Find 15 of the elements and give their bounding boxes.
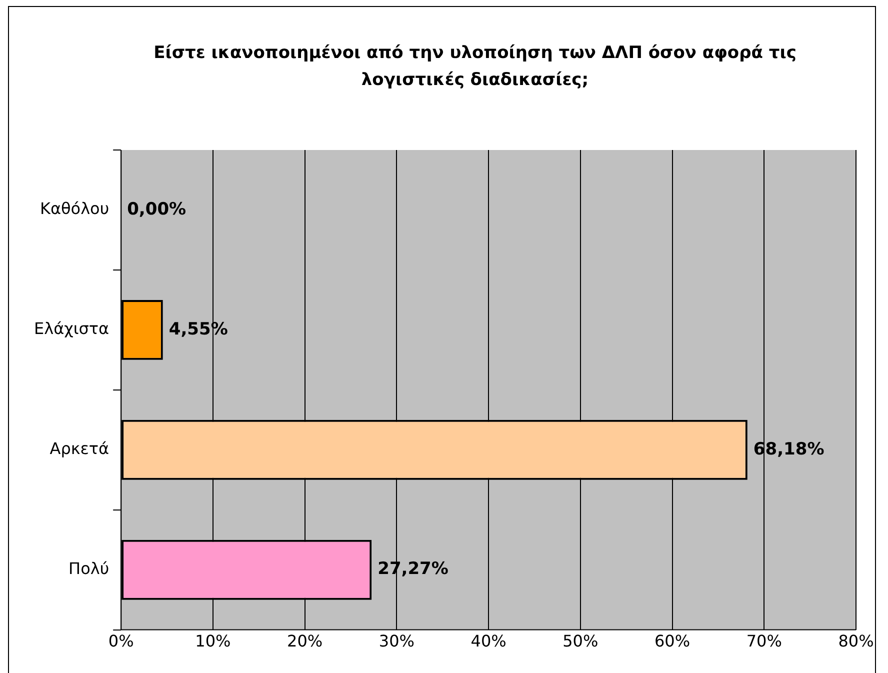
y-tick-label: Καθόλου [40, 199, 110, 218]
y-tick-label: Πολύ [68, 558, 110, 578]
x-tick-label: 10% [195, 632, 231, 651]
y-tick-label: Αρκετά [50, 439, 110, 458]
x-tick-label: 40% [470, 632, 506, 651]
x-tick-label: 60% [654, 632, 690, 651]
x-tick-label: 30% [378, 632, 414, 651]
x-tick-label: 80% [838, 632, 874, 651]
x-tick-label: 0% [108, 632, 134, 651]
x-tick-label: 70% [746, 632, 782, 651]
x-tick-label: 20% [287, 632, 323, 651]
chart-title: Είστε ικανοποιημένοι από την υλοποίηση των ΔΛΠ όσον αφορά τις λογιστικές διαδικασίες; [152, 42, 798, 92]
x-tick-label: 50% [562, 632, 598, 651]
data-label: 0,00% [127, 199, 186, 220]
y-tick-label: Ελάχιστα [34, 319, 110, 338]
